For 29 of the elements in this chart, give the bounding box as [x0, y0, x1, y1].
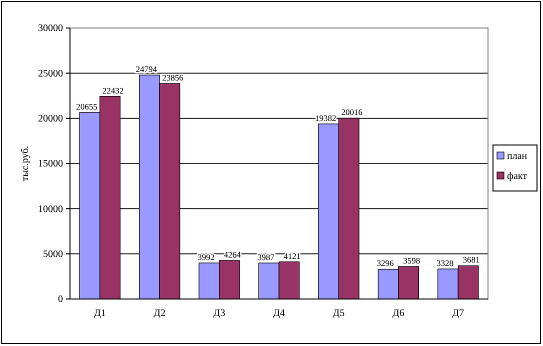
y-tick-label: 0 [58, 294, 63, 306]
data-label: 4121 [284, 250, 301, 261]
data-label: 3992 [198, 252, 215, 262]
data-label: 3681 [462, 254, 480, 265]
data-label: 3598 [403, 256, 420, 266]
x-tick-label: Д1 [94, 308, 106, 320]
data-label: 20655 [76, 101, 98, 112]
data-label: 3296 [376, 258, 394, 268]
y-tick-label: 10000 [38, 204, 63, 215]
x-tick-label: Д4 [273, 308, 285, 320]
x-tick-label: Д6 [392, 308, 404, 320]
y-tick-label: 25000 [38, 68, 63, 80]
data-label: 23856 [162, 72, 184, 82]
data-label: 3328 [436, 258, 454, 268]
x-tick-label: Д3 [213, 308, 226, 320]
data-label: 24794 [136, 64, 158, 74]
y-axis-title: тыс.руб. [20, 146, 31, 182]
x-tick-label: Д2 [154, 308, 166, 320]
y-tick-label: 30000 [38, 23, 63, 34]
legend-label: факт [507, 171, 528, 182]
legend-label: план [507, 151, 528, 162]
y-tick-label: 15000 [38, 158, 63, 170]
x-tick-label: Д5 [332, 308, 345, 320]
y-tick-label: 20000 [38, 114, 63, 125]
data-label: 22432 [102, 85, 124, 96]
data-label: 3987 [257, 252, 274, 262]
y-tick-label: 5000 [43, 249, 63, 260]
data-label: 20016 [341, 107, 362, 118]
x-tick-label: Д7 [452, 308, 464, 320]
